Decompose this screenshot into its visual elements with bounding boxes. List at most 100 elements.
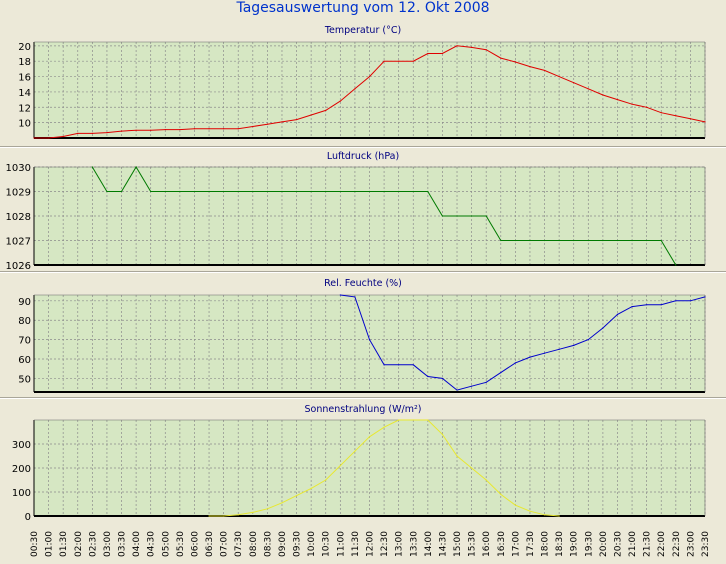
data-point <box>704 296 706 298</box>
data-point <box>368 75 371 78</box>
x-tick-label: 14:00 <box>424 531 434 557</box>
data-point <box>573 239 575 242</box>
y-tick-label: 100 <box>12 488 31 499</box>
data-point <box>675 264 677 266</box>
x-tick-label: 17:00 <box>511 531 521 557</box>
data-point <box>179 190 181 193</box>
data-point <box>471 385 473 387</box>
data-point <box>383 190 385 193</box>
data-point <box>91 166 93 168</box>
data-point <box>500 57 502 59</box>
data-point <box>441 377 444 380</box>
data-point <box>514 504 516 506</box>
data-point <box>427 419 429 421</box>
data-point <box>543 514 546 516</box>
x-tick-label: 12:00 <box>366 531 376 557</box>
data-point <box>485 49 487 51</box>
data-point <box>368 190 371 193</box>
y-tick-label: 18 <box>18 57 31 68</box>
chart-panel-2: Luftdruck (hPa) 1026 1027 1028 1029 1030 <box>6 151 706 272</box>
data-point <box>208 190 210 193</box>
x-tick-label: 04:30 <box>147 531 157 557</box>
data-point <box>383 364 385 366</box>
chart-panel-3: Rel. Feuchte (%) 50 60 70 80 90 <box>18 278 706 393</box>
x-tick-label: 01:30 <box>59 531 69 557</box>
x-tick-label: 20:00 <box>599 531 609 557</box>
data-point <box>412 419 414 421</box>
page-title: Tagesauswertung vom 12. Okt 2008 <box>236 0 490 16</box>
y-tick-label: 1027 <box>6 237 31 248</box>
x-tick-label: 02:00 <box>74 531 84 557</box>
data-point <box>295 495 298 497</box>
data-series-line <box>340 294 706 391</box>
data-point <box>529 65 531 68</box>
data-point <box>223 190 225 193</box>
data-point <box>252 190 254 193</box>
y-tick-label: 12 <box>18 103 31 114</box>
data-point <box>223 128 225 130</box>
data-point <box>77 132 79 134</box>
data-point <box>427 190 429 193</box>
data-point <box>602 94 604 96</box>
data-point <box>106 190 108 193</box>
data-point <box>339 465 341 467</box>
data-point <box>91 132 93 134</box>
data-point <box>150 129 152 131</box>
x-tick-label: 23:00 <box>686 531 696 557</box>
y-tick-label: 1028 <box>6 212 31 223</box>
data-point <box>339 190 341 193</box>
data-point <box>339 100 341 102</box>
x-tick-label: 09:30 <box>293 531 303 557</box>
data-point <box>573 82 575 84</box>
data-point <box>383 60 385 62</box>
data-point <box>602 239 604 242</box>
y-tick-label: 10 <box>18 119 31 130</box>
x-tick-label: 15:00 <box>453 531 463 557</box>
data-point <box>500 239 502 242</box>
data-point <box>587 88 589 90</box>
x-tick-label: 03:30 <box>118 531 128 557</box>
x-tick-label: 16:30 <box>497 531 507 557</box>
data-point <box>295 118 298 121</box>
data-point <box>47 137 50 139</box>
data-point <box>456 455 458 457</box>
x-tick-label: 01:00 <box>45 531 55 557</box>
y-tick-label: 80 <box>18 316 31 327</box>
data-point <box>266 190 268 193</box>
data-point <box>514 61 516 63</box>
x-tick-label: 18:30 <box>555 531 565 557</box>
data-point <box>106 132 108 134</box>
y-tick-label: 14 <box>18 88 31 99</box>
y-tick-label: 1030 <box>6 163 31 174</box>
x-tick-label: 10:30 <box>322 531 332 557</box>
x-tick-label: 03:00 <box>103 531 113 557</box>
x-tick-label: 11:00 <box>336 531 346 557</box>
x-tick-label: 21:00 <box>628 531 638 557</box>
data-point <box>120 130 123 132</box>
chart-title: Sonnenstrahlung (W/m²) <box>305 404 422 415</box>
data-point <box>427 52 429 55</box>
data-point <box>485 479 487 481</box>
chart-title: Temperatur (°C) <box>324 25 401 36</box>
data-point <box>266 508 268 510</box>
data-point <box>543 69 546 72</box>
y-tick-label: 200 <box>12 464 31 475</box>
x-tick-label: 06:00 <box>191 531 201 557</box>
data-point <box>631 103 633 105</box>
y-tick-label: 1026 <box>6 261 31 272</box>
data-point <box>441 52 444 55</box>
x-tick-label: 20:30 <box>614 531 624 557</box>
x-tick-label: 17:30 <box>526 531 536 557</box>
data-point <box>398 60 400 62</box>
data-point <box>33 137 35 139</box>
data-point <box>325 479 327 481</box>
data-point <box>398 190 400 193</box>
data-point <box>543 239 546 242</box>
data-point <box>398 419 400 421</box>
data-point <box>456 389 458 391</box>
x-tick-label: 23:30 <box>701 531 711 557</box>
data-point <box>675 300 677 302</box>
data-point <box>485 381 487 383</box>
data-point <box>223 515 225 517</box>
